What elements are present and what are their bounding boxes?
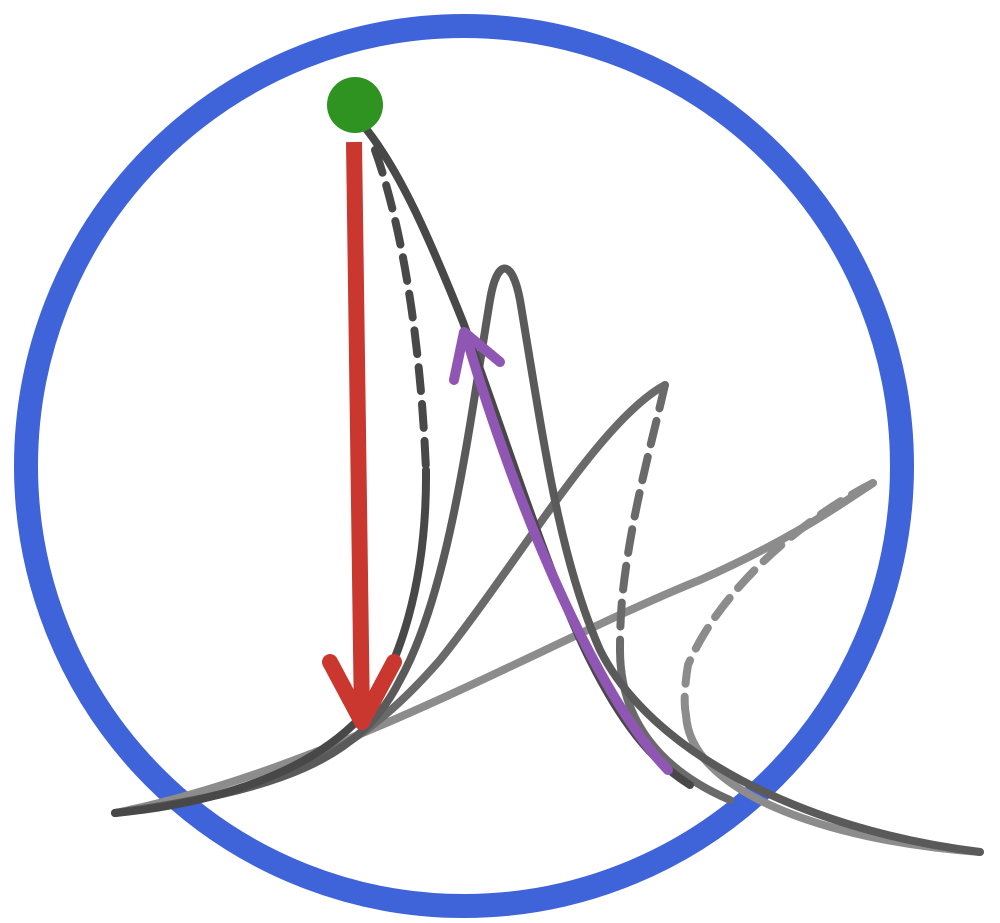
jump-up-arrow (449, 327, 673, 775)
jump-down-arrow-head (322, 654, 402, 730)
jump-up-arrow-shaft (461, 331, 673, 775)
resonance-peak-curve (111, 264, 984, 856)
enclosing-circle (14, 14, 914, 918)
response-curve-1-lower-branch (111, 466, 431, 817)
response-curve-3-upper-branch (682, 711, 984, 856)
response-curve-3-unstable-branch (680, 479, 877, 719)
jump-down-arrow (322, 141, 402, 730)
jump-down-arrow-shaft (346, 141, 370, 721)
response-curve-2-unstable-branch (616, 381, 669, 654)
response-curve-3-lower-branch (111, 479, 877, 817)
jump-up-arrow-head (449, 327, 505, 385)
response-curve-1 (111, 121, 694, 817)
response-curve-1-unstable-branch (371, 146, 430, 474)
start-point-marker (327, 77, 383, 133)
